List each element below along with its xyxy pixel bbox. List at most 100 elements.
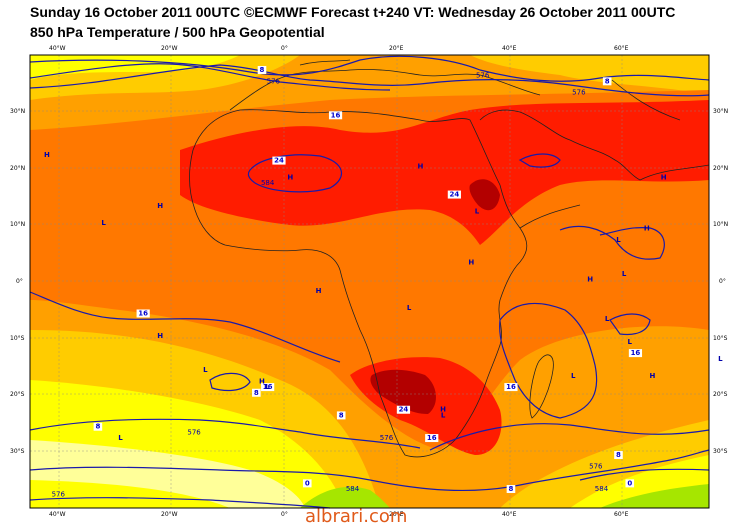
lon-label-top: 20°W	[161, 45, 178, 52]
geopotential-contours	[29, 55, 710, 509]
temperature-label-box	[614, 451, 623, 460]
low-pressure-marker: L	[605, 315, 610, 323]
lon-label-top: 40°W	[49, 45, 66, 52]
low-pressure-marker: L	[203, 366, 208, 374]
temperature-label-box	[261, 383, 275, 392]
temperature-label: 8	[95, 423, 100, 431]
high-pressure-marker: H	[649, 372, 655, 380]
temp-band-8b	[30, 480, 230, 508]
temperature-label: 8	[339, 411, 344, 419]
lat-label-left: 0°	[16, 278, 23, 285]
geopotential-label: 576	[572, 89, 586, 97]
lat-label-left: 30°S	[10, 448, 25, 455]
map-annotations: 24 24 16 16 16 16 16 16 24 8 8 8 8 8 8 8 0 0 576 576 576 584 5…	[44, 65, 723, 499]
geopotential-label: 576	[589, 462, 603, 470]
lon-label-top: 60°E	[614, 45, 629, 52]
lat-label-left: 20°S	[10, 391, 25, 398]
coastlines	[189, 59, 710, 458]
lat-label-right: 10°S	[713, 335, 728, 342]
temperature-label: 8	[616, 451, 621, 459]
geopotential-label: 584	[261, 179, 275, 187]
temperature-label: 0	[627, 479, 632, 487]
temp-band-24	[180, 100, 709, 245]
geopotential-label: 584	[346, 485, 360, 493]
temperature-label-box	[504, 383, 518, 392]
temperature-label: 16	[631, 349, 641, 357]
lon-label-top: 20°E	[389, 45, 404, 52]
high-pressure-marker: H	[468, 259, 474, 267]
temperature-label: 16	[506, 383, 516, 391]
temperature-label-box	[93, 422, 103, 431]
low-pressure-marker: L	[628, 338, 633, 346]
high-pressure-marker: H	[157, 332, 163, 340]
map-title: Sunday 16 October 2011 00UTC ©ECMWF Fore…	[30, 4, 676, 20]
map-subtitle: 850 hPa Temperature / 500 hPa Geopotenti…	[30, 24, 325, 40]
temperature-label-box	[328, 111, 343, 120]
map-frame	[29, 54, 710, 509]
lon-label-bottom: 20°W	[161, 511, 178, 518]
low-pressure-marker: L	[441, 411, 446, 419]
low-pressure-marker: L	[571, 372, 576, 380]
geopotential-label: 576	[267, 77, 281, 85]
lat-label-left: 20°N	[10, 165, 25, 172]
high-pressure-marker: H	[644, 225, 650, 233]
temperature-label-box	[625, 479, 635, 488]
lat-label-left: 10°N	[10, 221, 25, 228]
temperature-label-box	[447, 190, 461, 199]
temperature-label-box	[425, 434, 439, 443]
temperature-label-box	[272, 156, 286, 165]
temperature-label-box	[136, 309, 150, 318]
temperature-label-box	[257, 65, 267, 74]
temperature-label-box	[336, 411, 346, 420]
low-pressure-marker: L	[118, 434, 123, 442]
lon-label-bottom: 60°E	[614, 511, 629, 518]
high-pressure-marker: H	[440, 406, 446, 414]
temperature-label: 16	[331, 111, 341, 119]
lon-label-top: 0°	[281, 45, 288, 52]
lon-label-bottom: 0°	[281, 511, 288, 518]
high-pressure-marker: H	[259, 377, 265, 385]
lon-label-bottom: 20°E	[389, 511, 404, 518]
watermark: albrari.com	[305, 506, 408, 527]
temp-band-0-se	[600, 484, 709, 508]
temperature-label: 16	[427, 434, 437, 442]
lon-label-bottom: 40°E	[502, 511, 517, 518]
low-pressure-marker: L	[616, 236, 621, 244]
temperature-label: 8	[260, 66, 265, 74]
temp-band-8-north	[30, 55, 240, 80]
temperature-label: 24	[399, 406, 409, 414]
geopotential-label: 576	[187, 428, 201, 436]
high-pressure-marker: H	[316, 287, 322, 295]
temperature-label: 8	[254, 389, 259, 397]
lon-label-top: 40°E	[502, 45, 517, 52]
low-pressure-marker: L	[475, 208, 480, 216]
lat-label-right: 10°N	[713, 221, 728, 228]
temperature-label-box	[252, 388, 261, 397]
temperature-label-box	[628, 349, 643, 358]
high-pressure-marker: H	[417, 162, 423, 170]
temp-band-28-south	[370, 369, 436, 414]
low-pressure-marker: L	[407, 304, 412, 312]
temperature-label-box	[602, 77, 612, 86]
temperature-field	[30, 55, 709, 508]
temp-band-12-ne	[470, 55, 709, 95]
lat-label-right: 20°S	[713, 391, 728, 398]
high-pressure-marker: H	[587, 276, 593, 284]
temperature-label: 0	[305, 479, 310, 487]
geopotential-label: 576	[380, 434, 394, 442]
geopotential-label: 576	[476, 72, 490, 80]
temp-band-28-north	[469, 179, 500, 211]
low-pressure-marker: L	[622, 270, 627, 278]
temperature-label: 8	[509, 485, 514, 493]
lat-label-right: 0°	[719, 278, 726, 285]
geopotential-label: 584	[595, 485, 609, 493]
high-pressure-marker: H	[287, 174, 293, 182]
lat-label-right: 30°S	[713, 448, 728, 455]
low-pressure-marker: L	[101, 219, 106, 227]
temperature-label: 16	[263, 383, 273, 391]
temperature-label: 24	[450, 191, 460, 199]
temperature-label: 8	[605, 77, 610, 85]
low-pressure-marker: L	[265, 383, 270, 391]
temp-band-0	[300, 486, 390, 508]
lat-label-right: 20°N	[713, 165, 728, 172]
